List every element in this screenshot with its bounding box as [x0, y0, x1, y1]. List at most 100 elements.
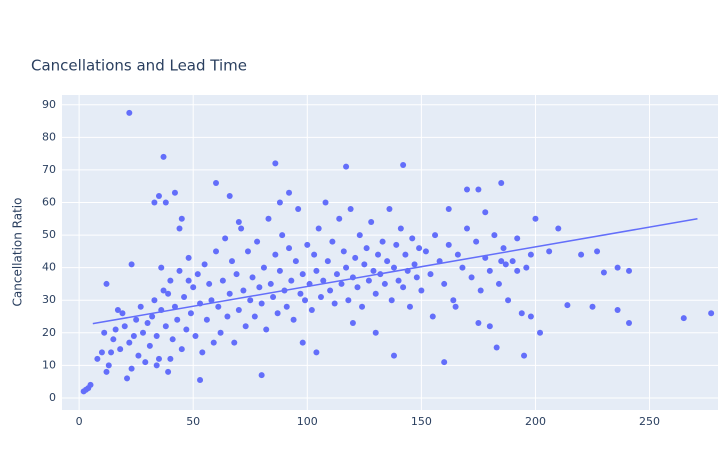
y-tick-label: 40	[42, 261, 56, 274]
point	[381, 280, 388, 287]
plot-area	[62, 95, 718, 410]
point	[181, 293, 188, 300]
point	[400, 284, 407, 291]
point	[304, 241, 311, 248]
point	[365, 277, 372, 284]
point	[226, 192, 233, 199]
point	[363, 245, 370, 252]
point	[185, 277, 192, 284]
point	[151, 297, 158, 304]
point	[130, 333, 137, 340]
point	[477, 287, 484, 294]
point	[199, 349, 206, 356]
point	[475, 186, 482, 193]
point	[174, 316, 181, 323]
point	[249, 274, 256, 281]
point	[390, 352, 397, 359]
point	[502, 261, 509, 268]
point	[441, 280, 448, 287]
point	[155, 355, 162, 362]
point	[142, 359, 149, 366]
point	[505, 297, 512, 304]
point	[231, 339, 238, 346]
x-tick-label: 100	[297, 415, 318, 428]
point	[313, 349, 320, 356]
point	[267, 280, 274, 287]
point	[475, 320, 482, 327]
point	[349, 320, 356, 327]
point	[242, 323, 249, 330]
point	[283, 303, 290, 310]
point	[429, 313, 436, 320]
point	[459, 264, 466, 271]
point	[222, 235, 229, 242]
point	[117, 346, 124, 353]
point	[135, 352, 142, 359]
point	[258, 372, 265, 379]
point	[137, 303, 144, 310]
point	[206, 280, 213, 287]
point	[527, 313, 534, 320]
point	[409, 235, 416, 242]
point	[514, 235, 521, 242]
point	[247, 297, 254, 304]
point	[178, 346, 185, 353]
point	[614, 306, 621, 313]
point	[149, 313, 156, 320]
y-tick-label: 30	[42, 293, 56, 306]
point	[320, 277, 327, 284]
point	[322, 199, 329, 206]
point	[103, 368, 110, 375]
point	[390, 264, 397, 271]
point	[124, 375, 131, 382]
point	[600, 269, 607, 276]
point	[272, 160, 279, 167]
x-tick-label: 200	[525, 415, 546, 428]
point	[413, 274, 420, 281]
point	[361, 261, 368, 268]
point	[165, 290, 172, 297]
point	[98, 349, 105, 356]
point	[258, 300, 265, 307]
point	[354, 284, 361, 291]
point	[144, 320, 151, 327]
point	[397, 225, 404, 232]
point	[441, 359, 448, 366]
y-axis-title: Cancellation Ratio	[11, 198, 25, 307]
point	[594, 248, 601, 255]
point	[80, 388, 87, 395]
point	[464, 225, 471, 232]
point	[523, 264, 530, 271]
point	[473, 238, 480, 245]
point	[626, 267, 633, 274]
point	[518, 310, 525, 317]
point	[527, 251, 534, 258]
point	[395, 277, 402, 284]
point	[272, 251, 279, 258]
point	[418, 287, 425, 294]
point	[331, 300, 338, 307]
point	[308, 306, 315, 313]
point	[121, 323, 128, 330]
point	[406, 303, 413, 310]
point	[343, 163, 350, 170]
point	[464, 186, 471, 193]
point	[235, 219, 242, 226]
point	[388, 297, 395, 304]
point	[286, 245, 293, 252]
x-tick-label: 0	[76, 415, 83, 428]
point	[288, 277, 295, 284]
point	[217, 329, 224, 336]
point	[126, 109, 133, 116]
chart-title: Cancellations and Lead Time	[31, 57, 247, 75]
point	[537, 329, 544, 336]
point	[427, 271, 434, 278]
point	[219, 277, 226, 284]
point	[176, 225, 183, 232]
x-tick-label: 250	[639, 415, 660, 428]
point	[626, 320, 633, 327]
point	[422, 248, 429, 255]
point	[276, 199, 283, 206]
point	[509, 258, 516, 265]
point	[194, 271, 201, 278]
